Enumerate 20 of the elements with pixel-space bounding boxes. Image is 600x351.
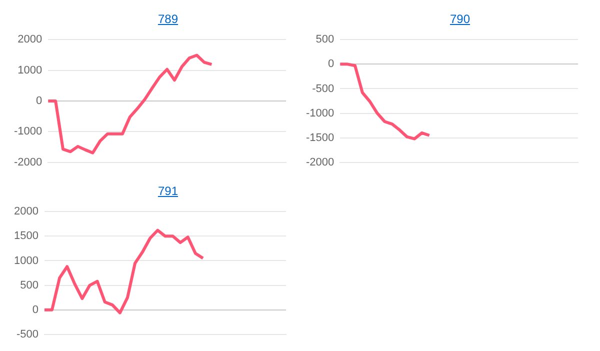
y-tick-label: -1000 <box>14 126 42 138</box>
y-tick-label: 500 <box>20 279 38 292</box>
y-tick-label: 1500 <box>14 230 38 242</box>
y-tick-label: -2000 <box>14 156 42 168</box>
y-tick-label: -500 <box>312 82 334 95</box>
y-tick-label: -1500 <box>306 132 334 144</box>
chart-title: 789 <box>156 11 180 27</box>
y-tick-label: -500 <box>16 328 38 340</box>
y-tick-label: 0 <box>328 58 334 70</box>
y-tick-label: 2000 <box>18 34 42 46</box>
y-tick-label: 500 <box>316 34 334 46</box>
y-tick-label: 1000 <box>14 254 38 267</box>
y-tick-label: -2000 <box>306 156 334 168</box>
y-tick-label: 0 <box>36 95 42 108</box>
y-tick-label: 1000 <box>18 64 42 76</box>
chart-title: 791 <box>156 183 180 199</box>
chart-title: 790 <box>448 11 472 27</box>
y-tick-label: -1000 <box>306 107 334 120</box>
y-tick-label: 2000 <box>14 206 38 218</box>
y-tick-label: 0 <box>32 304 38 316</box>
